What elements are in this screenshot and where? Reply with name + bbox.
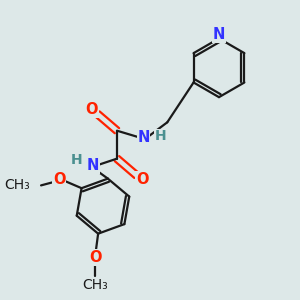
Text: O: O [89, 250, 102, 265]
Text: N: N [213, 27, 225, 42]
Text: H: H [154, 129, 166, 143]
Text: O: O [85, 102, 98, 117]
Text: N: N [137, 130, 150, 145]
Text: CH₃: CH₃ [4, 178, 30, 192]
Text: CH₃: CH₃ [82, 278, 108, 292]
Text: O: O [136, 172, 148, 187]
Text: H: H [70, 153, 82, 167]
Text: O: O [53, 172, 65, 187]
Text: N: N [87, 158, 99, 173]
